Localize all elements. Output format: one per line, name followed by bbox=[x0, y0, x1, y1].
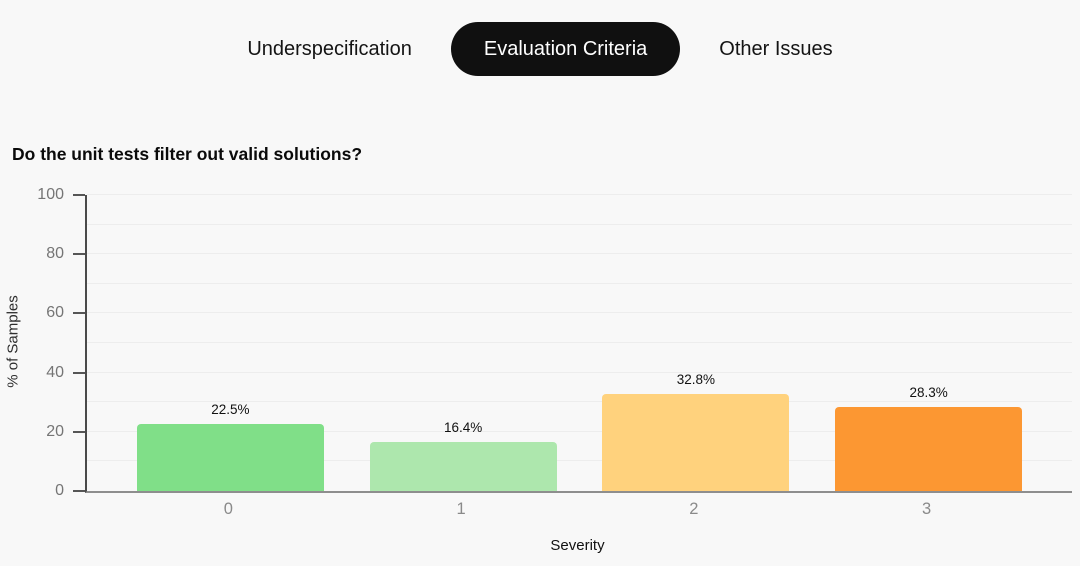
y-tickmark bbox=[73, 194, 85, 196]
y-tickmark bbox=[73, 430, 85, 433]
gridline bbox=[87, 253, 1072, 255]
bar-severity-2[interactable] bbox=[602, 393, 790, 491]
gridline bbox=[87, 342, 1072, 343]
y-tick-label: 0 bbox=[55, 482, 64, 499]
tab-evaluation-criteria[interactable]: Evaluation Criteria bbox=[450, 22, 681, 76]
y-tickmark bbox=[73, 490, 85, 492]
bar-severity-3[interactable] bbox=[835, 407, 1023, 491]
y-tick-label: 80 bbox=[46, 245, 64, 263]
y-tick-label: 60 bbox=[46, 304, 64, 322]
tab-underspecification[interactable]: Underspecification bbox=[214, 22, 445, 76]
gridline bbox=[87, 371, 1072, 373]
chart-question-title: Do the unit tests filter out valid solut… bbox=[12, 144, 363, 164]
gridline bbox=[87, 430, 1072, 432]
x-axis-title: Severity bbox=[550, 537, 605, 554]
y-tickmark bbox=[73, 312, 85, 315]
tab-bar: Underspecification Evaluation Criteria O… bbox=[0, 22, 1080, 76]
gridline bbox=[87, 312, 1072, 314]
y-tick-label: 100 bbox=[37, 186, 64, 203]
y-tick-label: 40 bbox=[46, 363, 64, 381]
x-axis: 0 1 2 3 bbox=[85, 500, 1070, 524]
tab-other-issues[interactable]: Other Issues bbox=[686, 22, 865, 76]
bar-severity-1[interactable] bbox=[369, 442, 557, 491]
gridline bbox=[87, 223, 1072, 225]
y-tick-label: 20 bbox=[46, 422, 64, 440]
x-tick-label: 2 bbox=[689, 500, 699, 518]
x-tick-label: 0 bbox=[223, 500, 233, 518]
gridline bbox=[87, 460, 1072, 462]
y-tickmark bbox=[73, 371, 85, 374]
bar-value-label: 16.4% bbox=[443, 420, 483, 436]
bar-value-label: 22.5% bbox=[211, 402, 250, 418]
y-axis: 0 20 40 60 80 100 bbox=[0, 186, 85, 499]
gridline bbox=[87, 282, 1072, 284]
plot-area: 22.5% 16.4% 32.8% 28.3% bbox=[85, 194, 1072, 493]
gridline bbox=[87, 194, 1072, 195]
bar-value-label: 32.8% bbox=[676, 371, 716, 387]
bar-value-label: 28.3% bbox=[909, 385, 948, 401]
x-tick-label: 1 bbox=[456, 500, 466, 518]
gridline bbox=[87, 401, 1072, 403]
x-tick-label: 3 bbox=[922, 500, 932, 518]
y-tickmark bbox=[73, 253, 85, 256]
bar-severity-0[interactable] bbox=[136, 424, 324, 491]
